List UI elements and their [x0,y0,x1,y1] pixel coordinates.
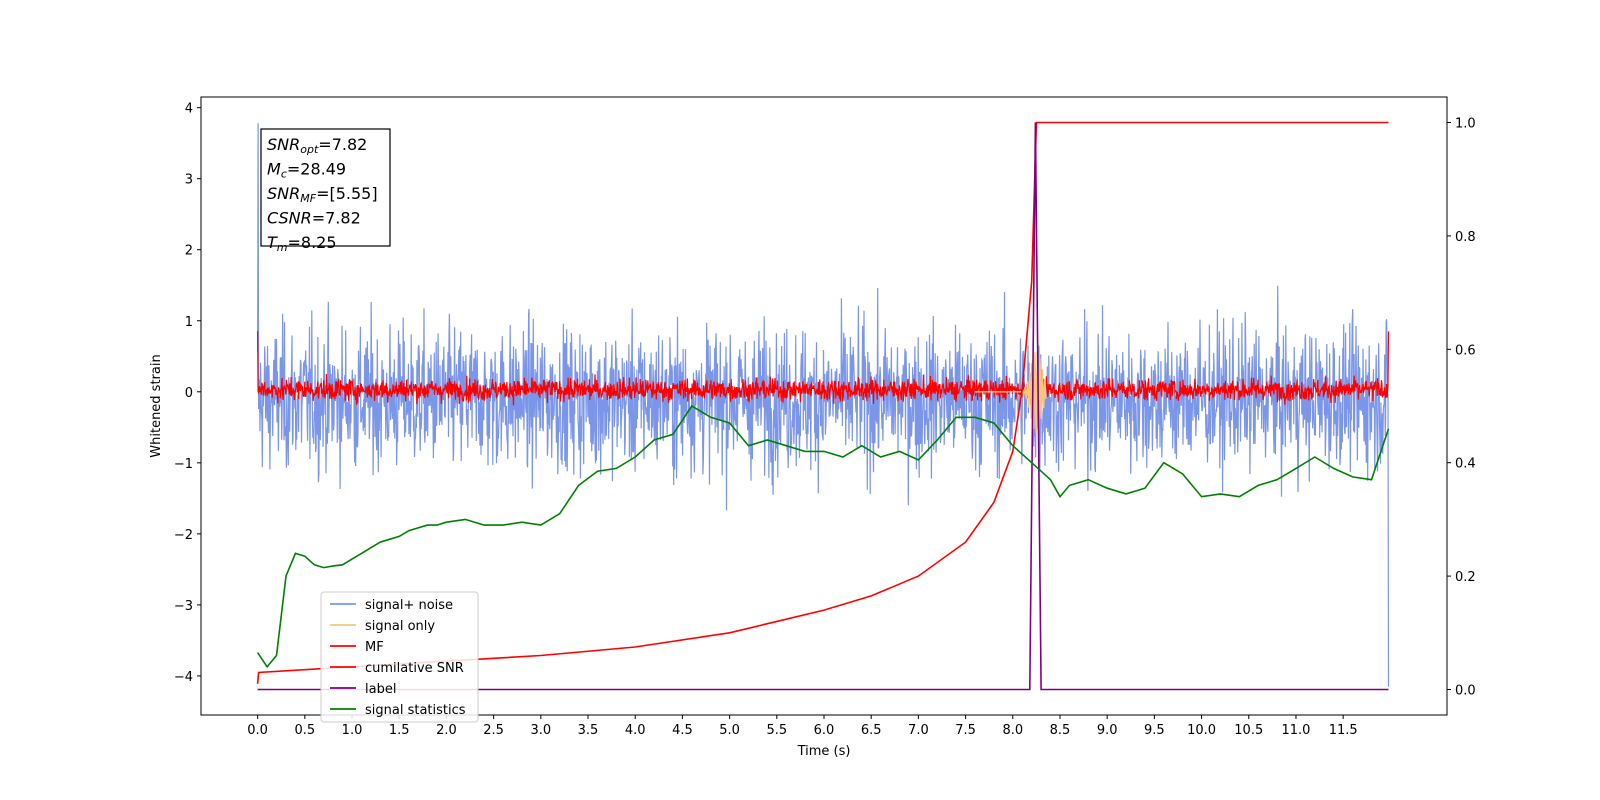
x-tick-label: 5.5 [766,723,787,738]
x-tick-label: 3.0 [530,723,551,738]
x-tick-label: 0.0 [247,723,268,738]
legend-frame [320,591,479,723]
x-tick-label: 11.5 [1329,723,1358,738]
y-tick-label: 1 [185,315,193,330]
x-tick-label: 8.5 [1050,723,1071,738]
x-tick-label: 5.0 [719,723,740,738]
x-tick-label: 0.5 [294,723,315,738]
x-tick-label: 3.5 [578,723,599,738]
x-tick-label: 6.5 [861,723,882,738]
x-tick-label: 4.5 [672,723,693,738]
y-tick-label: 2 [185,244,193,259]
series-signal-statistics-line [256,404,1390,669]
y2-tick-label: 0.6 [1455,343,1476,358]
info-line: Mc=28.49 [267,160,346,181]
legend-entry: cumilative SNR [365,661,464,676]
x-tick-label: 10.0 [1187,723,1216,738]
info-line: SNRMF=[5.55] [267,184,378,205]
x-tick-label: 7.0 [908,723,929,738]
y-tick-label: 0 [185,386,193,401]
x-tick-label: 2.5 [483,723,504,738]
y2-tick-label: 0.4 [1455,457,1476,472]
x-axis-label: Time (s) [797,744,851,759]
info-line: SNRopt=7.82 [267,135,367,156]
x-tick-label: 11.0 [1281,723,1310,738]
x-tick-label: 10.5 [1234,723,1263,738]
legend-entry: MF [365,640,384,655]
y-tick-label: 3 [185,173,193,188]
y2-tick-label: 0.0 [1455,683,1476,698]
x-tick-label: 6.0 [814,723,835,738]
series-signal-only-line [975,351,1047,434]
y-tick-label: −3 [174,599,193,614]
y-axis-label: Whitened strain [149,354,164,457]
y2-tick-label: 1.0 [1455,117,1476,132]
y-tick-label: −4 [174,670,193,685]
legend-entry: label [365,682,396,697]
y-tick-label: −1 [174,457,193,472]
x-tick-label: 9.0 [1097,723,1118,738]
legend: signal+ noise signal only MF cumilative SNR… [320,591,479,723]
x-tick-label: 9.5 [1144,723,1165,738]
y-tick-label: 4 [185,102,193,117]
axes: 0.0 0.5 1.0 1.5 2.0 2.5 3.0 3.5 4.0 4.5 5.0 5.5 6.0 6… [174,102,1476,738]
legend-entry: signal statistics [365,703,466,718]
legend-entry: signal+ noise [365,598,453,613]
series-mf-line [257,331,1390,406]
y-tick-label: −2 [174,528,193,543]
series-label-line [257,122,1389,691]
x-tick-label: 2.0 [436,723,457,738]
x-tick-label: 4.0 [625,723,646,738]
info-line: Tm=8.25 [267,233,337,254]
info-box: SNRopt=7.82 Mc=28.49 SNRMF=[5.55] CSNR=7.82… [260,128,391,254]
legend-entry: signal only [365,619,435,634]
y2-tick-label: 0.2 [1455,570,1476,585]
info-line: CSNR=7.82 [267,209,361,228]
x-tick-label: 1.0 [342,723,363,738]
x-tick-label: 1.5 [389,723,410,738]
y2-tick-label: 0.8 [1455,230,1476,245]
info-box-frame [260,128,391,247]
x-tick-label: 7.5 [955,723,976,738]
x-tick-label: 8.0 [1002,723,1023,738]
